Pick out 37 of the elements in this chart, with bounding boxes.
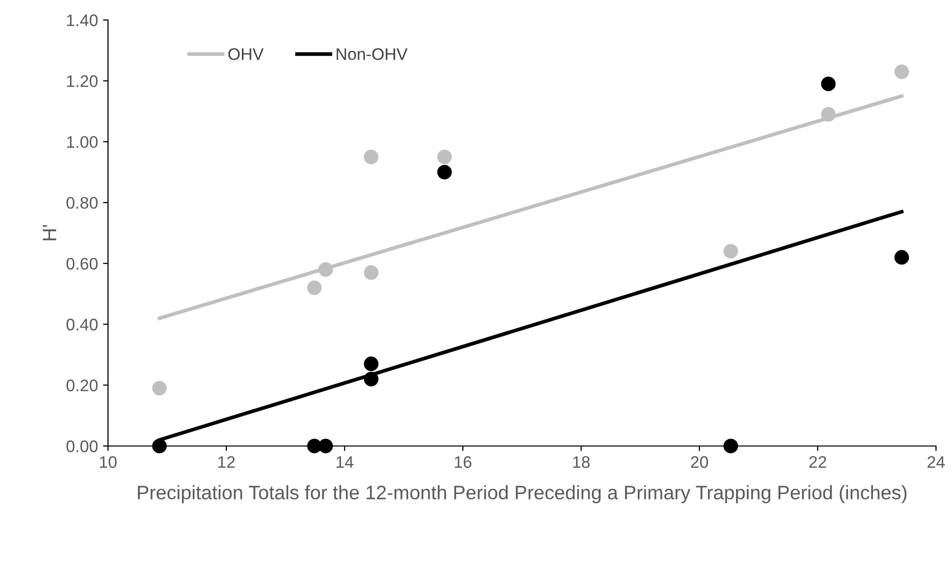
point xyxy=(821,107,836,122)
x-tick-label: 16 xyxy=(454,456,472,468)
x-tick-label: 18 xyxy=(573,456,590,468)
point xyxy=(318,262,333,277)
point xyxy=(152,380,167,396)
y-tick-label: 0.40 xyxy=(66,318,98,330)
y-tick-label: 1.00 xyxy=(67,136,98,148)
point xyxy=(307,280,322,296)
point xyxy=(364,150,378,164)
x-tick-label: 22 xyxy=(809,456,826,468)
point xyxy=(437,164,452,180)
point xyxy=(723,244,738,259)
x-tick-label: 14 xyxy=(336,456,354,468)
x-tick-label: 24 xyxy=(928,456,945,468)
point xyxy=(318,438,333,454)
point xyxy=(437,150,452,164)
y-tick-label: 0.80 xyxy=(66,196,98,209)
point xyxy=(152,438,167,454)
legend-label: OHV xyxy=(228,48,264,60)
y-tick-label: 0.20 xyxy=(66,380,98,392)
y-tick-label: 0.60 xyxy=(66,258,98,270)
point xyxy=(894,64,909,80)
x-tick-label: 20 xyxy=(691,456,708,468)
y-tick-label: 1.20 xyxy=(67,75,98,88)
y-tick-label: 1.40 xyxy=(67,14,98,26)
point xyxy=(364,372,378,386)
legend-label: Non-OHV xyxy=(336,48,408,60)
point xyxy=(894,250,909,265)
point xyxy=(723,438,738,454)
y-axis-title: H' xyxy=(42,225,56,240)
x-tick-label: 12 xyxy=(218,456,235,468)
point xyxy=(364,356,378,372)
x-axis-title: Precipitation Totals for the 12-month Period Preceding a Primary Trapping Period (inches) xyxy=(138,485,906,504)
y-tick-label: 0.00 xyxy=(66,440,98,452)
point xyxy=(364,265,378,280)
x-tick-label: 10 xyxy=(100,456,117,468)
point xyxy=(821,76,836,92)
